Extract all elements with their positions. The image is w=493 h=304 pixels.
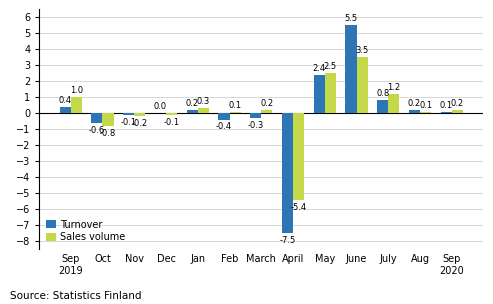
Text: -7.5: -7.5	[280, 236, 296, 245]
Text: -0.3: -0.3	[247, 121, 264, 130]
Text: -0.2: -0.2	[132, 119, 148, 128]
Text: 0.1: 0.1	[419, 101, 432, 110]
Bar	[293, 113, 304, 200]
Text: 0.2: 0.2	[451, 99, 464, 108]
Text: 2.4: 2.4	[313, 64, 326, 73]
Bar	[70, 97, 82, 113]
Text: 2.5: 2.5	[324, 62, 337, 71]
Text: Source: Statistics Finland: Source: Statistics Finland	[10, 291, 141, 301]
Bar	[356, 57, 368, 113]
Text: 0.4: 0.4	[59, 96, 71, 105]
Text: -0.4: -0.4	[216, 123, 232, 131]
Text: -0.1: -0.1	[164, 118, 179, 127]
Bar	[187, 110, 198, 113]
Text: -0.6: -0.6	[89, 126, 105, 135]
Text: 0.2: 0.2	[408, 99, 421, 108]
Bar	[123, 113, 134, 115]
Text: 5.5: 5.5	[345, 14, 357, 23]
Bar	[282, 113, 293, 233]
Bar	[346, 25, 356, 113]
Text: -0.1: -0.1	[121, 118, 137, 127]
Bar	[314, 75, 325, 113]
Bar	[134, 113, 145, 116]
Text: 3.5: 3.5	[355, 46, 369, 55]
Bar	[325, 73, 336, 113]
Bar	[377, 100, 388, 113]
Bar	[60, 107, 70, 113]
Text: 0.2: 0.2	[186, 99, 199, 108]
Bar	[409, 110, 420, 113]
Bar	[250, 113, 261, 118]
Bar	[198, 109, 209, 113]
Text: 0.1: 0.1	[440, 101, 453, 110]
Text: -0.8: -0.8	[100, 129, 116, 138]
Bar	[441, 112, 452, 113]
Text: 0.8: 0.8	[376, 89, 389, 98]
Text: 1.0: 1.0	[70, 86, 83, 95]
Bar	[420, 112, 431, 113]
Text: -5.4: -5.4	[290, 202, 307, 212]
Legend: Turnover, Sales volume: Turnover, Sales volume	[44, 218, 127, 244]
Bar	[166, 113, 177, 115]
Bar	[452, 110, 463, 113]
Text: 0.1: 0.1	[229, 101, 242, 110]
Text: 1.2: 1.2	[387, 83, 400, 92]
Bar	[388, 94, 399, 113]
Bar	[91, 113, 103, 123]
Text: 0.0: 0.0	[154, 102, 167, 111]
Text: 0.3: 0.3	[197, 98, 210, 106]
Bar	[218, 113, 230, 119]
Text: 0.2: 0.2	[260, 99, 274, 108]
Bar	[261, 110, 273, 113]
Bar	[103, 113, 113, 126]
Bar	[230, 112, 241, 113]
